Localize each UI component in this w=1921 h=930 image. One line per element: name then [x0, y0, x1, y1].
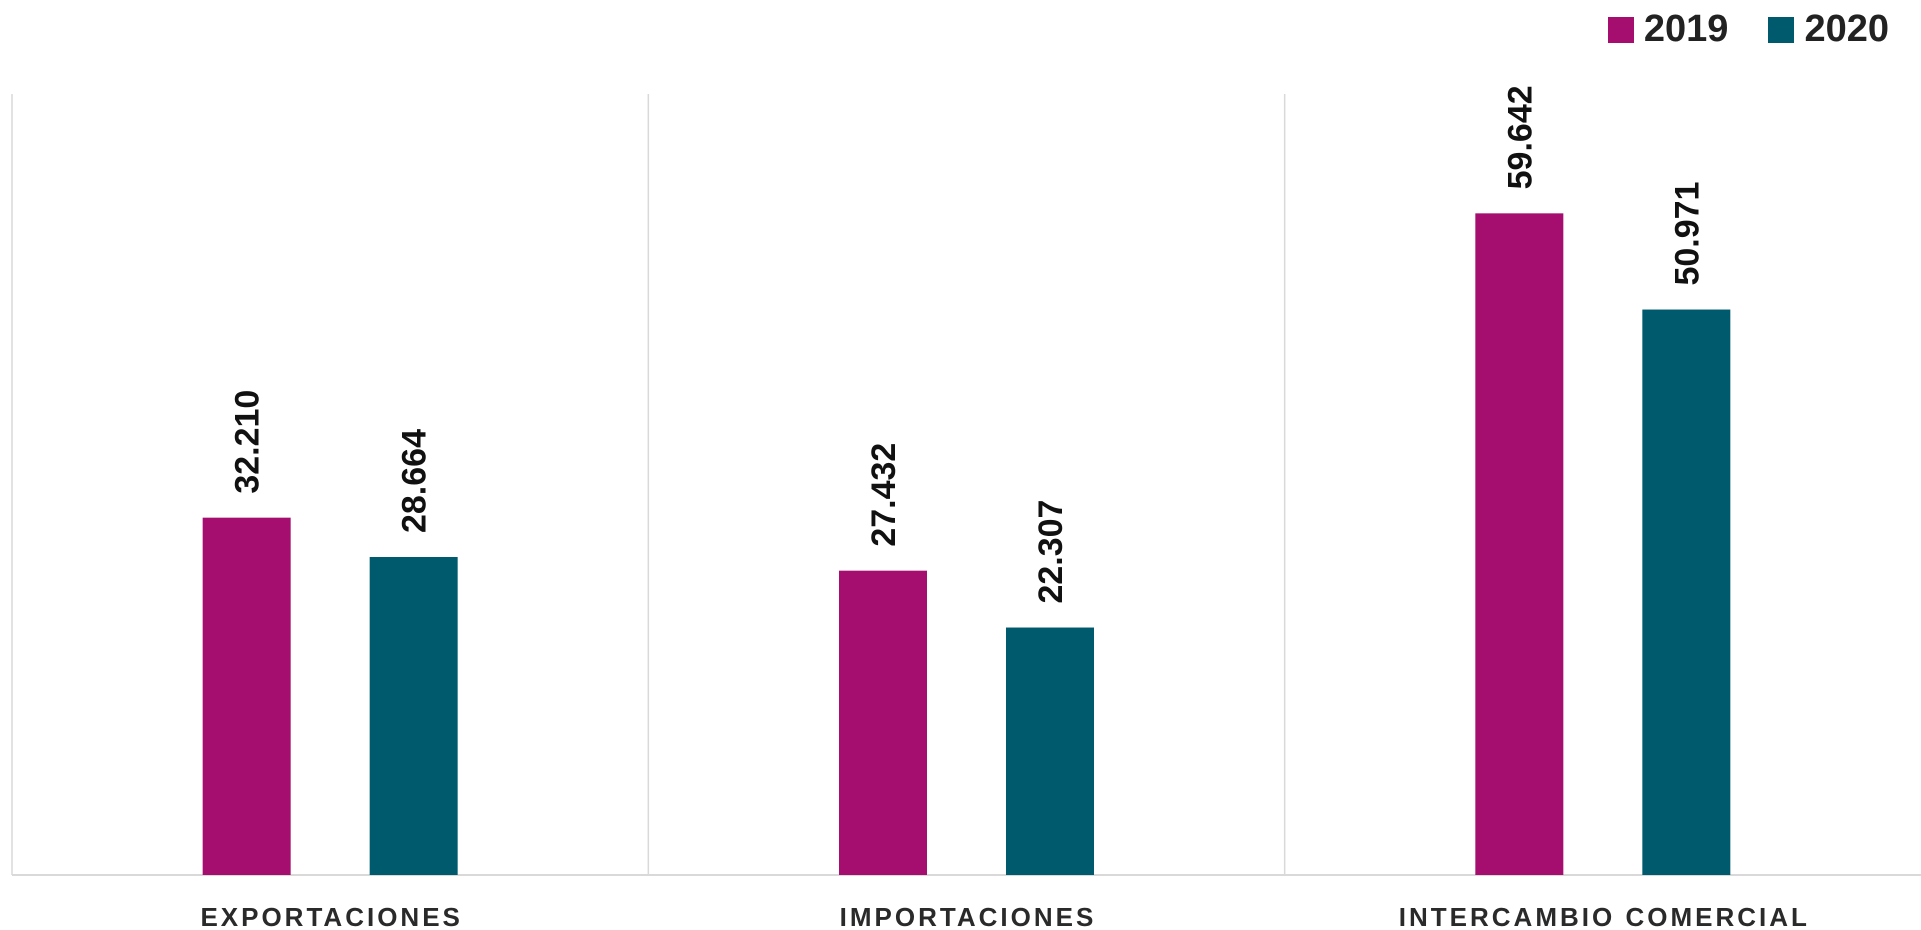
legend-swatch-2020	[1768, 16, 1795, 43]
bar-2019-2	[1475, 213, 1564, 875]
bar-2020-0	[369, 557, 458, 875]
legend-item-2020: 2020	[1768, 8, 1889, 51]
data-label-2020-0: 28.664	[396, 429, 434, 533]
legend-label-2019: 2019	[1643, 8, 1729, 50]
bar-2020-2	[1642, 309, 1731, 875]
bar-2019-0	[202, 517, 291, 875]
data-label-2019-2: 59.642	[1501, 85, 1539, 189]
bar-2020-1	[1006, 627, 1094, 875]
category-label-1: IMPORTACIONES	[840, 902, 1097, 930]
category-label-2: INTERCAMBIO COMERCIAL	[1399, 902, 1810, 930]
legend-label-2020: 2020	[1804, 8, 1889, 50]
legend: 2019 2020	[1607, 8, 1889, 51]
legend-item-2019: 2019	[1607, 8, 1729, 51]
data-label-2020-1: 22.307	[1032, 500, 1070, 604]
data-label-2019-1: 27.432	[865, 443, 903, 547]
category-label-0: EXPORTACIONES	[200, 902, 462, 930]
bar-2019-1	[839, 570, 927, 875]
legend-swatch-2019	[1607, 16, 1634, 43]
data-label-2019-0: 32.210	[229, 390, 267, 494]
data-label-2020-2: 50.971	[1668, 182, 1706, 286]
